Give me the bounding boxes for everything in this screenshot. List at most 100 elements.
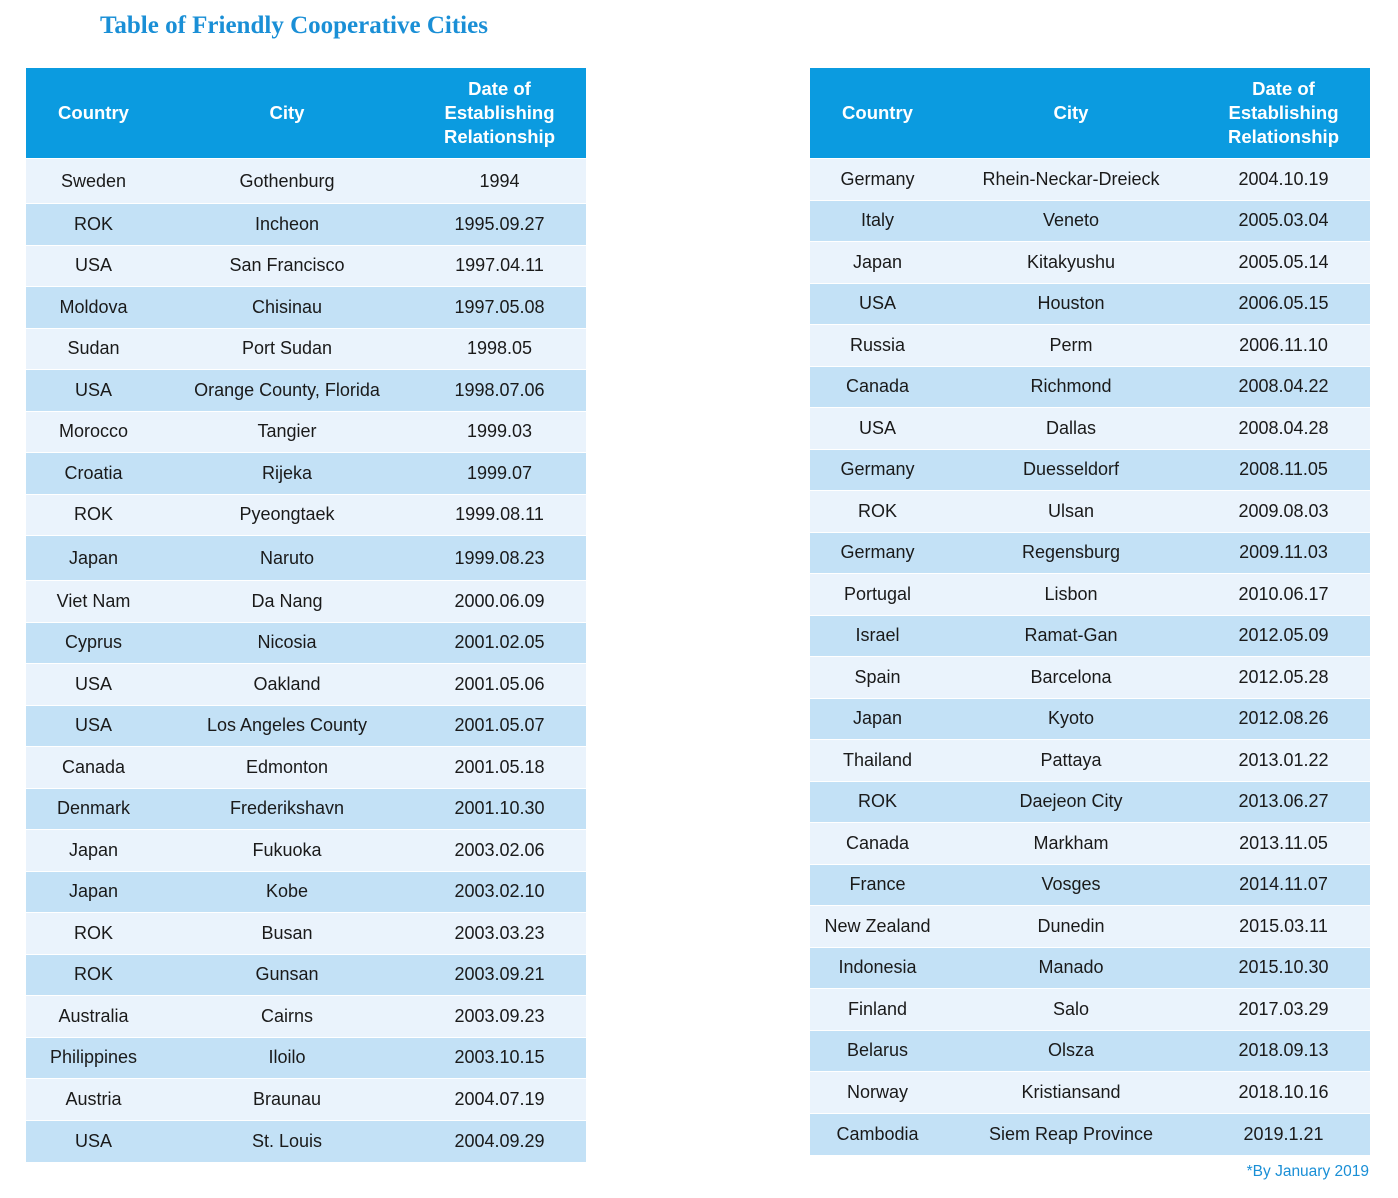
date-cell: 1999.08.11	[413, 494, 586, 536]
city-cell: Rhein-Neckar-Dreieck	[945, 158, 1197, 200]
country-cell: Japan	[26, 829, 161, 871]
date-cell: 2015.03.11	[1197, 905, 1370, 947]
table-row: Sweden Gothenburg 1994	[26, 158, 586, 204]
country-cell: France	[810, 864, 945, 906]
date-cell: 2001.05.06	[413, 663, 586, 705]
table-row: ROK Incheon 1995.09.27	[26, 203, 586, 245]
country-cell: USA	[810, 283, 945, 325]
country-cell: Cyprus	[26, 622, 161, 664]
city-cell: Gothenburg	[161, 158, 413, 204]
country-cell: Israel	[810, 615, 945, 657]
table-row: Cyprus Nicosia 2001.02.05	[26, 622, 586, 664]
table-row: Canada Markham 2013.11.05	[810, 822, 1370, 864]
date-cell: 2006.11.10	[1197, 324, 1370, 366]
date-cell: 2005.05.14	[1197, 241, 1370, 283]
table-row: USA Houston 2006.05.15	[810, 283, 1370, 325]
date-cell: 2004.10.19	[1197, 158, 1370, 200]
country-cell: Japan	[810, 698, 945, 740]
country-cell: Canada	[26, 746, 161, 788]
city-cell: Edmonton	[161, 746, 413, 788]
date-cell: 1998.05	[413, 328, 586, 370]
table-row: Japan Kobe 2003.02.10	[26, 871, 586, 913]
city-cell: Perm	[945, 324, 1197, 366]
city-cell: Kitakyushu	[945, 241, 1197, 283]
country-column-header: Country	[26, 68, 161, 159]
table-row: Japan Kitakyushu 2005.05.14	[810, 241, 1370, 283]
city-cell: Busan	[161, 912, 413, 954]
date-cell: 2014.11.07	[1197, 864, 1370, 906]
table-row: ROK Gunsan 2003.09.21	[26, 954, 586, 996]
country-cell: USA	[26, 705, 161, 747]
date-cell: 2013.01.22	[1197, 739, 1370, 781]
country-cell: Croatia	[26, 452, 161, 494]
country-cell: Denmark	[26, 788, 161, 830]
city-cell: St. Louis	[161, 1120, 413, 1162]
country-cell: Australia	[26, 995, 161, 1037]
city-cell: Frederikshavn	[161, 788, 413, 830]
city-cell: Olsza	[945, 1030, 1197, 1072]
table-row: Japan Kyoto 2012.08.26	[810, 698, 1370, 740]
table-row: Belarus Olsza 2018.09.13	[810, 1030, 1370, 1072]
date-cell: 2019.1.21	[1197, 1113, 1370, 1155]
date-cell: 2004.09.29	[413, 1120, 586, 1162]
country-cell: USA	[26, 369, 161, 411]
city-cell: Orange County, Florida	[161, 369, 413, 411]
table-row: New Zealand Dunedin 2015.03.11	[810, 905, 1370, 947]
country-cell: ROK	[26, 203, 161, 245]
country-cell: ROK	[26, 912, 161, 954]
city-cell: Pattaya	[945, 739, 1197, 781]
city-cell: Ulsan	[945, 490, 1197, 532]
table-row: Germany Regensburg 2009.11.03	[810, 532, 1370, 574]
header-row: Country City Date of Establishing Relati…	[26, 68, 586, 159]
country-cell: ROK	[810, 490, 945, 532]
country-cell: USA	[810, 407, 945, 449]
table-row: Morocco Tangier 1999.03	[26, 411, 586, 453]
table-row: Denmark Frederikshavn 2001.10.30	[26, 788, 586, 830]
city-cell: Barcelona	[945, 656, 1197, 698]
table-row: USA Orange County, Florida 1998.07.06	[26, 369, 586, 411]
city-cell: Markham	[945, 822, 1197, 864]
date-cell: 2003.02.06	[413, 829, 586, 871]
city-column-header: City	[161, 68, 413, 159]
date-cell: 2012.08.26	[1197, 698, 1370, 740]
city-cell: San Francisco	[161, 245, 413, 287]
date-cell: 2003.02.10	[413, 871, 586, 913]
table-row: Thailand Pattaya 2013.01.22	[810, 739, 1370, 781]
city-cell: Rijeka	[161, 452, 413, 494]
date-cell: 2012.05.09	[1197, 615, 1370, 657]
date-cell: 2003.09.21	[413, 954, 586, 996]
city-cell: Kyoto	[945, 698, 1197, 740]
date-cell: 2001.05.18	[413, 746, 586, 788]
country-cell: Indonesia	[810, 947, 945, 989]
country-cell: Finland	[810, 988, 945, 1030]
city-cell: Richmond	[945, 366, 1197, 408]
date-cell: 1999.08.23	[413, 535, 586, 581]
table-row: Canada Richmond 2008.04.22	[810, 366, 1370, 408]
table-row: Indonesia Manado 2015.10.30	[810, 947, 1370, 989]
date-cell: 2018.09.13	[1197, 1030, 1370, 1072]
date-cell: 2009.11.03	[1197, 532, 1370, 574]
city-column-header: City	[945, 68, 1197, 159]
country-cell: Russia	[810, 324, 945, 366]
date-cell: 2010.06.17	[1197, 573, 1370, 615]
date-cell: 2013.11.05	[1197, 822, 1370, 864]
city-cell: Los Angeles County	[161, 705, 413, 747]
table-row: USA Los Angeles County 2001.05.07	[26, 705, 586, 747]
country-cell: Sweden	[26, 158, 161, 204]
country-cell: Cambodia	[810, 1113, 945, 1155]
date-column-header: Date of Establishing Relationship	[1197, 68, 1370, 159]
date-cell: 2005.03.04	[1197, 200, 1370, 242]
date-cell: 2001.02.05	[413, 622, 586, 664]
country-cell: Germany	[810, 158, 945, 200]
city-cell: Pyeongtaek	[161, 494, 413, 536]
table-row: ROK Busan 2003.03.23	[26, 912, 586, 954]
city-cell: Gunsan	[161, 954, 413, 996]
city-cell: Regensburg	[945, 532, 1197, 574]
table-row: Israel Ramat-Gan 2012.05.09	[810, 615, 1370, 657]
city-cell: Duesseldorf	[945, 449, 1197, 491]
table-row: USA Dallas 2008.04.28	[810, 407, 1370, 449]
date-cell: 2003.09.23	[413, 995, 586, 1037]
city-cell: Lisbon	[945, 573, 1197, 615]
table-row: Germany Rhein-Neckar-Dreieck 2004.10.19	[810, 158, 1370, 200]
table-row: Japan Fukuoka 2003.02.06	[26, 829, 586, 871]
